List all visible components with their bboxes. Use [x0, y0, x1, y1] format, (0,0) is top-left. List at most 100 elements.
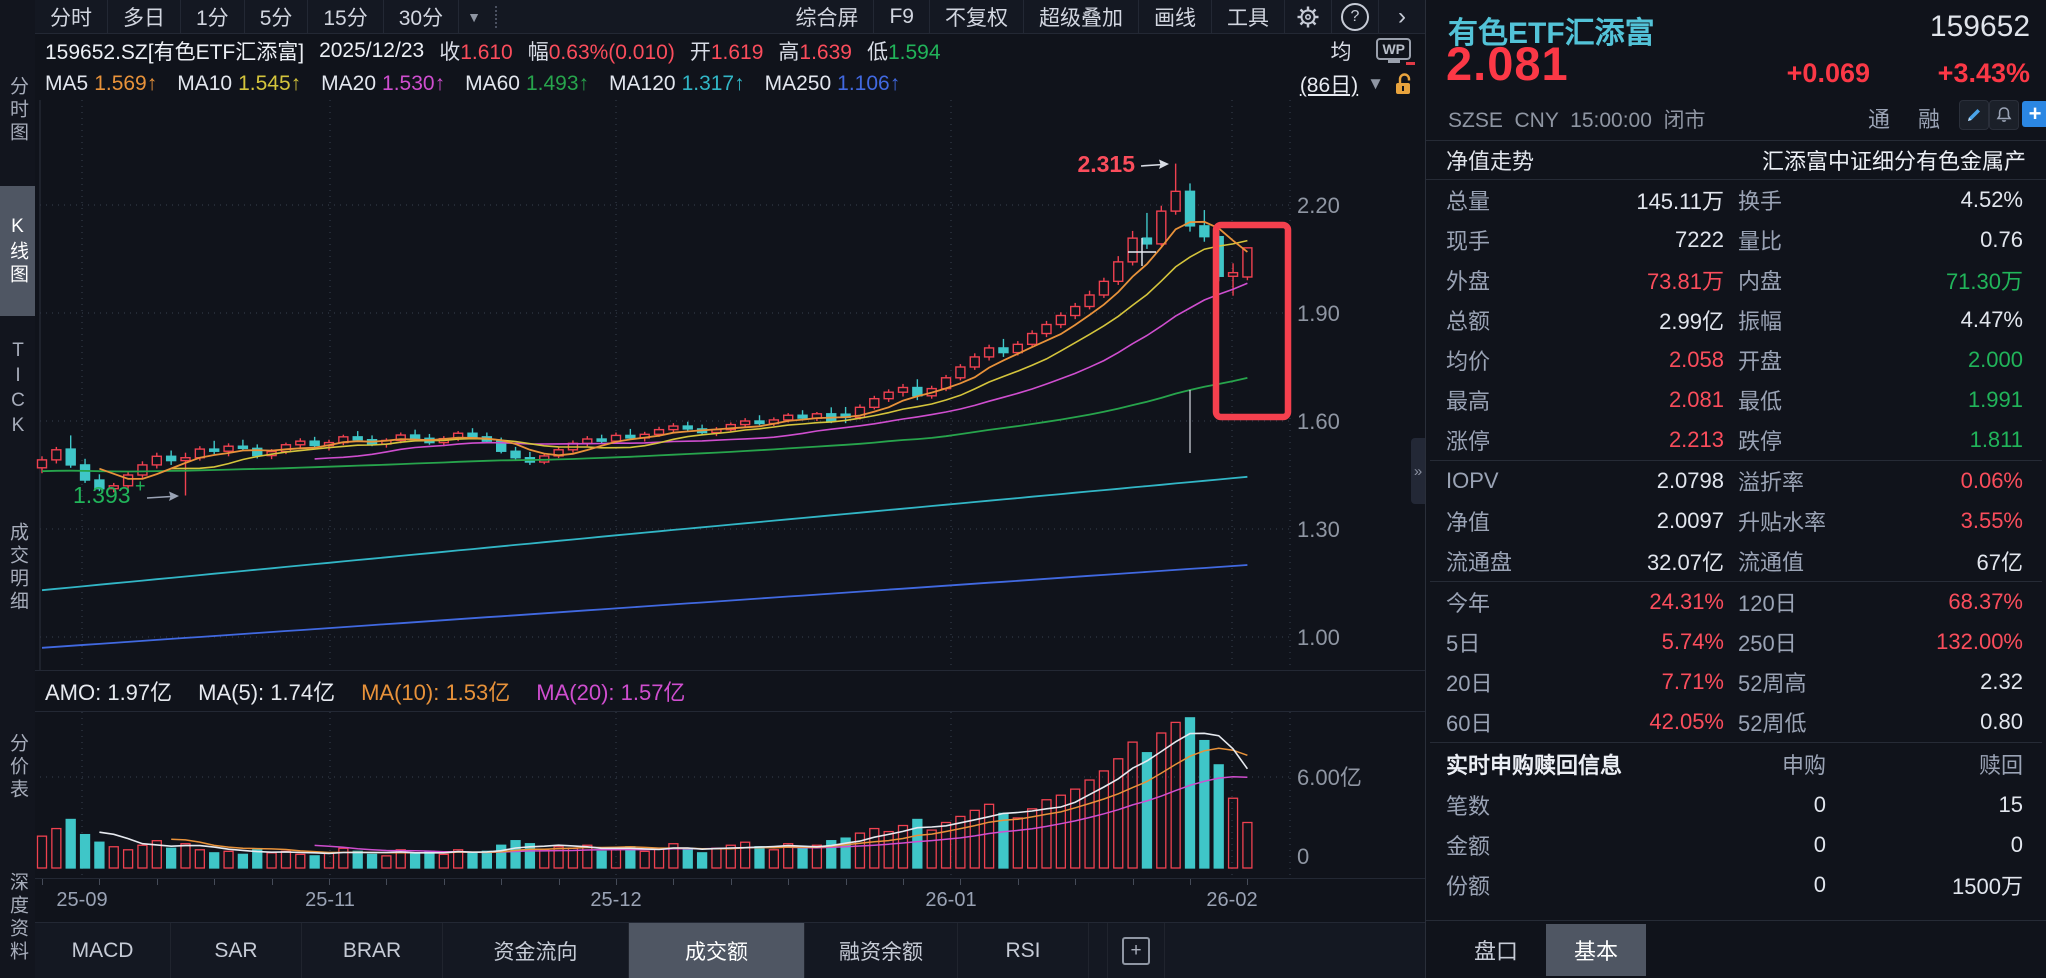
subtable-buy-value: 0	[1813, 832, 1826, 857]
sidebar-item-depth-data[interactable]: 深度资料	[7, 872, 28, 964]
time-axis-label-25-09: 25-09	[56, 889, 108, 911]
price-axis-label: 1.90	[1297, 301, 1340, 326]
toolbar-period-5min[interactable]: 5分	[245, 0, 309, 33]
time-axis-tick	[960, 879, 962, 885]
low-price-annotation: 1.393	[73, 482, 131, 508]
indicator-tab-turnover[interactable]: 成交额	[629, 923, 805, 978]
help-icon[interactable]: ?	[1332, 0, 1379, 33]
stat-label: 换手	[1738, 189, 1783, 214]
indicator-tab-rsi[interactable]: RSI	[958, 923, 1089, 978]
toolbar-period-15min[interactable]: 15分	[308, 0, 384, 33]
stat-label: 溢折率	[1738, 470, 1805, 495]
price-axis-label: 1.60	[1297, 409, 1340, 434]
period-group: 分时 多日 1分 5分 15分 30分	[35, 0, 460, 33]
highlight-box-annotation	[1212, 221, 1292, 421]
toolbar-period-1min[interactable]: 1分	[181, 0, 245, 33]
period-dropdown-icon[interactable]: ▼	[467, 8, 481, 25]
underlying-index-name: 汇添富中证细分有色金属产	[1761, 149, 2026, 174]
stat-label: 均价	[1446, 349, 1491, 374]
volume-chart[interactable]: 6.00亿 0	[35, 712, 1425, 883]
sidebar-item-tick[interactable]: TICK	[7, 339, 29, 440]
subtable-buy-value: 0	[1813, 872, 1826, 897]
nav-value-trend-row[interactable]: 净值走势 汇添富中证细分有色金属产	[1426, 141, 2046, 180]
toolbar-action-super-overlay[interactable]: 超级叠加	[1024, 0, 1139, 33]
toolbar-action-draw-line[interactable]: 画线	[1139, 0, 1212, 33]
stat-label: 总量	[1446, 189, 1491, 214]
toolbar-action-no-adjust[interactable]: 不复权	[930, 0, 1024, 33]
ma-label: MA120	[609, 72, 676, 95]
edit-pencil-icon[interactable]	[1959, 100, 1989, 130]
toolbar-period-time-share[interactable]: 分时	[35, 0, 108, 33]
toolbar-action-tools[interactable]: 工具	[1212, 0, 1285, 33]
period-count-dropdown[interactable]: (86日)	[1299, 74, 1359, 97]
stat-value: 68.37%	[1948, 589, 2023, 614]
time-axis: 25-09 25-11 25-12 26-01 26-02	[35, 878, 1425, 923]
panel-collapse-expander[interactable]: »	[1411, 438, 1425, 504]
settings-gear-icon[interactable]	[1285, 0, 1332, 33]
ma-item-ma10: MA10 1.545↑	[177, 72, 301, 96]
wp-window-icon[interactable]: WP	[1376, 38, 1415, 65]
sidebar-item-trade-detail[interactable]: 成交明细	[7, 522, 28, 614]
stat-value: 0.80	[1980, 709, 2023, 734]
ma-item-ma60: MA60 1.493↑	[465, 72, 589, 96]
stat-label: 跌停	[1738, 429, 1783, 454]
unlock-icon[interactable]	[1393, 71, 1415, 97]
panel-tab-basic[interactable]: 基本	[1546, 923, 1647, 976]
stat-value: 7222	[1675, 227, 1724, 252]
time-axis-tick	[616, 879, 617, 885]
plus-icon: +	[1122, 937, 1150, 965]
stat-row: 今年 24.31% 120日 68.37%	[1426, 582, 2046, 622]
sidebar-item-kline[interactable]: K线图	[0, 186, 35, 316]
sidebar-item-time-share[interactable]: 分时图	[7, 76, 28, 145]
indicator-tab-macd[interactable]: MACD	[35, 923, 171, 978]
chart-area: 分时 多日 1分 5分 15分 30分 ▼ 综合屏 F9 不复权 超级叠加 画线 工具 ? › 15…	[35, 0, 1425, 978]
add-to-watchlist-button[interactable]: +	[2022, 101, 2046, 127]
kline-chart[interactable]: 2.20 1.90 1.60 1.30 1.00 2.315 1.393 +	[35, 100, 1425, 675]
toolbar-expand-chevron-icon[interactable]: ›	[1398, 2, 1406, 30]
indicator-tab-money-flow[interactable]: 资金流向	[443, 923, 629, 978]
indicator-tab-brar[interactable]: BRAR	[302, 923, 443, 978]
price-axis-label: 2.20	[1297, 193, 1340, 218]
period-dropdown-triangle-icon[interactable]: ▼	[1367, 74, 1384, 93]
time-axis-tick	[1132, 879, 1134, 885]
indicator-tab-margin-balance[interactable]: 融资余额	[805, 923, 958, 978]
time-axis-tick	[443, 879, 445, 885]
panel-separator	[1430, 581, 2042, 582]
toolbar-drag-handle-icon[interactable]	[494, 5, 497, 28]
price-axis-label: 1.30	[1297, 517, 1340, 542]
volume-ma-label-0: AMO: 1.97亿	[45, 680, 173, 705]
subtable-buy-value: 0	[1813, 792, 1826, 817]
price-axis-label: 1.00	[1297, 625, 1340, 650]
stat-label: 5日	[1446, 631, 1481, 656]
subtable-col-redeem: 赎回	[1978, 753, 2023, 778]
time-axis-tick	[1017, 879, 1019, 885]
time-axis-tick	[99, 879, 101, 885]
volume-ma-label-3: MA(20): 1.57亿	[536, 680, 686, 705]
stat-label: 流通值	[1738, 550, 1805, 575]
stat-label: 20日	[1446, 671, 1493, 696]
toolbar-action-f9[interactable]: F9	[874, 0, 930, 33]
ma-label: MA250	[764, 72, 832, 95]
add-indicator-button[interactable]: +	[1107, 923, 1165, 978]
ma-value: 1.545↑	[238, 72, 302, 95]
subtable-col-subscribe: 申购	[1781, 753, 1826, 778]
stat-value: 2.213	[1668, 427, 1724, 452]
indicator-tab-sar[interactable]: SAR	[171, 923, 302, 978]
alert-bell-icon[interactable]	[1989, 100, 2019, 130]
time-axis-tick	[845, 879, 847, 885]
stat-value: 2.081	[1668, 387, 1724, 412]
stat-value: 73.81万	[1646, 269, 1724, 294]
toolbar-period-multi-day[interactable]: 多日	[108, 0, 181, 33]
time-axis-tick	[42, 879, 43, 885]
toolbar-period-30min[interactable]: 30分	[384, 0, 460, 33]
security-name: 有色ETF汇添富	[1448, 17, 1655, 50]
average-toggle[interactable]: 均	[1330, 40, 1352, 64]
stat-value: 2.0798	[1656, 468, 1724, 493]
panel-tab-order-book[interactable]: 盘口	[1474, 938, 1519, 964]
stat-value: 24.31%	[1649, 589, 1724, 614]
sidebar-item-price-table[interactable]: 分价表	[7, 732, 28, 802]
time-axis-tick	[903, 879, 904, 885]
subtable-redeem-value: 1500万	[1952, 874, 2023, 899]
toolbar-action-composite-screen[interactable]: 综合屏	[780, 0, 875, 33]
